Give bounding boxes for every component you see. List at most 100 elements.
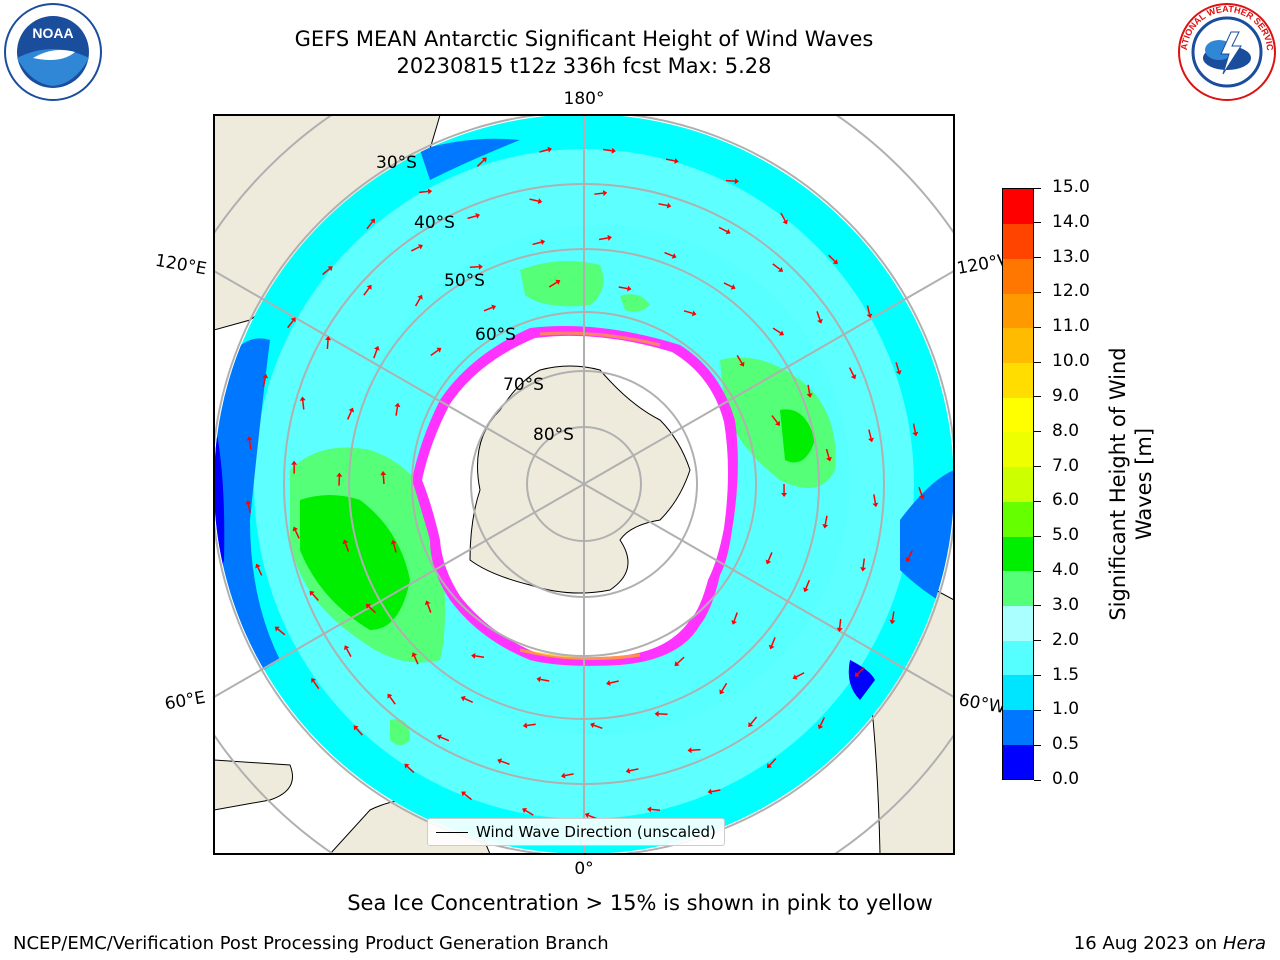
- wave-arrow-head: [255, 563, 261, 569]
- wave-arrow-shaft: [395, 406, 399, 416]
- wave-arrow-shaft: [723, 282, 733, 288]
- wave-arrow-shaft: [373, 349, 378, 359]
- wave-arrow-head: [850, 374, 857, 380]
- lon-label-0: 0°: [574, 859, 593, 879]
- wave-arrow-shaft: [771, 415, 779, 424]
- legend-label: Wind Wave Direction (unscaled): [476, 823, 716, 841]
- wave-arrow-shaft: [676, 656, 685, 664]
- lat-label-60s: 60°S: [475, 325, 516, 345]
- colorbar-tick-label: 2.0: [1052, 629, 1080, 650]
- wave-arrow-shaft: [767, 552, 773, 561]
- wave-arrow-shaft: [539, 148, 549, 153]
- colorbar-segment: [1003, 709, 1033, 745]
- noaa-logo: NOAA: [4, 3, 102, 101]
- wave-arrow-head: [654, 710, 659, 717]
- colorbar-tick: [1034, 291, 1041, 293]
- wave-arrow-head: [370, 218, 375, 224]
- wave-arrow-head: [427, 188, 433, 195]
- wave-arrow-head: [666, 202, 672, 209]
- wave-arrow-head: [478, 263, 483, 270]
- wave-arrow-head: [806, 393, 813, 398]
- wave-arrow-shaft: [326, 339, 329, 350]
- wave-arrow-head: [872, 502, 879, 508]
- wave-arrow-head: [417, 294, 423, 300]
- wave-arrow-shaft: [907, 550, 914, 559]
- wave-arrow-head: [912, 431, 919, 437]
- colorbar-tick: [1034, 570, 1041, 572]
- sea-ice-note: Sea Ice Concentration > 15% is shown in …: [347, 891, 933, 915]
- wave-arrow-head: [607, 234, 612, 241]
- wave-arrow-shaft: [248, 440, 252, 450]
- wave-arrow-shaft: [419, 190, 429, 194]
- wave-arrow-shaft: [413, 655, 419, 665]
- wave-arrow-head: [691, 310, 697, 317]
- wave-arrow-head: [611, 147, 616, 154]
- colorbar-tick-label: 1.0: [1052, 699, 1080, 720]
- wave-arrow-head: [826, 456, 832, 462]
- wave-arrow-shaft: [382, 474, 385, 485]
- wave-arrow-head: [404, 763, 410, 769]
- colorbar-tick-label: 15.0: [1052, 177, 1090, 197]
- colorbar-segment: [1003, 744, 1033, 780]
- wave-arrow-head: [832, 259, 838, 265]
- footer-producer: NCEP/EMC/Verification Post Processing Pr…: [13, 933, 609, 954]
- colorbar-tick: [1034, 222, 1041, 224]
- wave-arrow-head: [707, 788, 713, 795]
- wave-arrow-head: [353, 725, 359, 731]
- colorbar-tick-label: 13.0: [1052, 246, 1090, 267]
- wave-arrow-head: [344, 645, 350, 651]
- legend-line-swatch: [436, 831, 468, 833]
- wave-arrow-shaft: [602, 148, 613, 152]
- wave-arrow-shaft: [736, 355, 743, 364]
- title-line-1: GEFS MEAN Antarctic Significant Height o…: [294, 27, 874, 51]
- wave-arrow-shaft: [769, 758, 777, 766]
- wave-arrow-head: [522, 722, 528, 729]
- colorbar-title: Significant Height of Wind Waves [m]: [1106, 347, 1156, 621]
- wave-arrow-head: [411, 652, 418, 658]
- wave-arrow-head: [590, 722, 595, 729]
- wave-arrow-head: [475, 213, 481, 219]
- lon-label-60e: 60°E: [163, 688, 207, 715]
- wave-arrow-shaft: [828, 254, 836, 262]
- wave-arrow-head: [299, 396, 306, 401]
- wave-arrow-shaft: [368, 606, 377, 614]
- lon-label-60w: 60°W: [957, 690, 1007, 718]
- colorbar-tick-label: 0.5: [1052, 734, 1080, 755]
- wave-arrow-shaft: [426, 603, 432, 613]
- wave-arrow-shaft: [733, 612, 738, 622]
- wave-arrow-shaft: [918, 486, 923, 496]
- wave-arrow-shaft: [406, 765, 415, 774]
- wave-arrow-head: [460, 695, 466, 702]
- wave-arrow-head: [625, 767, 631, 774]
- colorbar-tick: [1034, 500, 1041, 502]
- wave-arrow-head: [309, 590, 315, 596]
- wave-arrow-shaft: [819, 717, 825, 726]
- wave-arrow-shaft: [564, 773, 574, 777]
- wave-arrow-head: [245, 500, 252, 505]
- colorbar-segment: [1003, 258, 1033, 294]
- wave-arrow-shaft: [594, 192, 604, 195]
- wave-arrow-head: [262, 373, 269, 379]
- wave-arrow-shaft: [807, 384, 811, 394]
- wave-arrow-head: [778, 330, 784, 336]
- colorbar-tick-label: 14.0: [1052, 211, 1090, 232]
- wave-arrow-shaft: [891, 611, 895, 621]
- wave-arrow-head: [497, 758, 503, 764]
- wave-arrow-shaft: [532, 241, 542, 246]
- colorbar-segment: [1003, 293, 1033, 329]
- colorbar-tick: [1034, 187, 1041, 189]
- colorbar-segment: [1003, 674, 1033, 711]
- wave-arrow-head: [424, 600, 431, 606]
- wave-arrow-head: [725, 228, 731, 235]
- wave-arrow-head: [522, 807, 528, 814]
- wave-arrow-shaft: [525, 809, 534, 816]
- wave-arrow-shaft: [355, 727, 363, 736]
- wave-arrow-head: [748, 721, 754, 727]
- wave-arrow-shaft: [868, 429, 872, 439]
- colorbar-tick-label: 7.0: [1052, 455, 1080, 476]
- wave-arrow-shaft: [467, 215, 477, 220]
- colorbar-segment: [1003, 466, 1033, 502]
- wave-arrow-shaft: [346, 648, 352, 657]
- wave-arrow-head: [274, 626, 280, 632]
- colorbar-segment: [1003, 189, 1033, 225]
